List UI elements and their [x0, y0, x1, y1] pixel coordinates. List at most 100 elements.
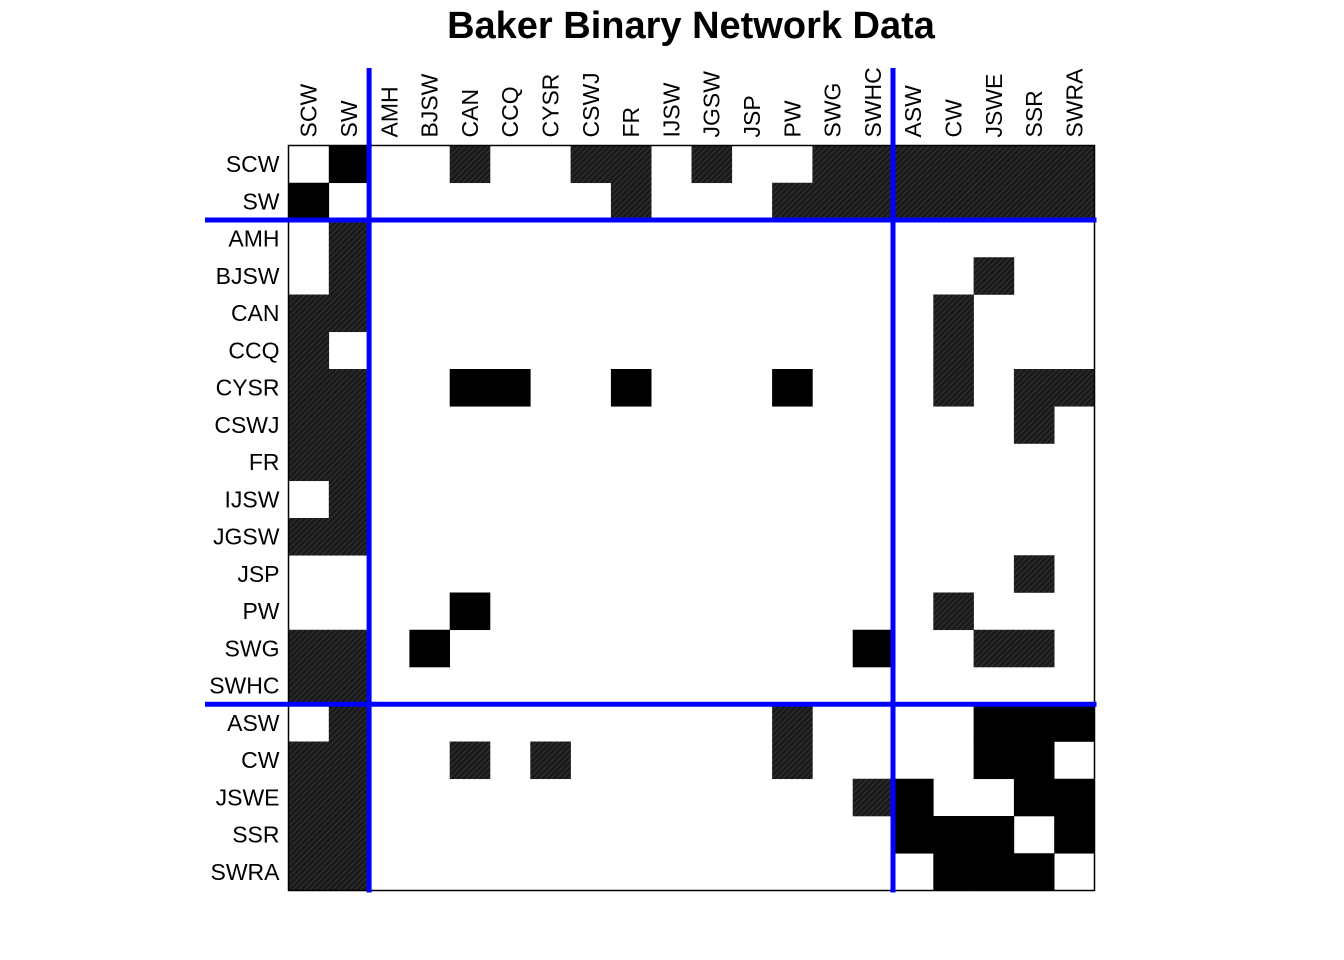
matrix-cell — [610, 369, 652, 407]
row-label: CYSR — [216, 375, 280, 401]
matrix-cell — [812, 182, 853, 221]
matrix-cell — [933, 145, 974, 184]
row-label: FR — [249, 449, 280, 475]
row-label: JGSW — [213, 524, 280, 550]
matrix-cell — [933, 592, 974, 631]
matrix-cell — [288, 406, 330, 444]
matrix-cell — [1013, 704, 1055, 742]
matrix-cell — [852, 629, 894, 668]
matrix-cell — [288, 778, 330, 817]
row-labels: SCW SW AMH BJSW CAN CCQ CYSR CSWJ FR IJSW JGSW JSP P… — [209, 151, 280, 885]
matrix-cell — [288, 816, 330, 854]
matrix-cell — [812, 145, 853, 184]
matrix-cell — [852, 182, 894, 221]
row-label: SW — [242, 188, 279, 214]
matrix-cell — [288, 294, 330, 333]
row-label: CSWJ — [214, 412, 279, 438]
column-labels: SCW SW AMH BJSW CAN CCQ CYSR CSWJ FR IJSW JGSW JSP P… — [296, 67, 1088, 137]
matrix-cell — [449, 145, 491, 184]
matrix-cell — [328, 778, 370, 817]
matrix-cell — [1013, 182, 1055, 221]
matrix-cell — [852, 145, 894, 184]
matrix-cell — [288, 629, 330, 668]
matrix-cell — [610, 145, 652, 184]
matrix-cell — [328, 853, 370, 891]
column-label: JGSW — [699, 71, 725, 138]
matrix-cell — [1013, 741, 1055, 780]
matrix-cell — [328, 816, 370, 854]
matrix-cell — [933, 853, 974, 891]
matrix-cell — [288, 331, 330, 370]
column-label: FR — [618, 107, 644, 138]
row-label: JSWE — [216, 784, 280, 810]
row-label: PW — [242, 598, 279, 624]
row-label: BJSW — [216, 263, 280, 289]
matrix-cell — [933, 182, 974, 221]
matrix-cell — [893, 145, 934, 184]
matrix-cell — [288, 667, 330, 705]
block-dividers — [205, 68, 1097, 893]
column-label: CYSR — [537, 74, 563, 138]
matrix-cell — [691, 145, 733, 184]
matrix-cell — [328, 667, 370, 705]
matrix-cell — [328, 443, 370, 482]
matrix-cell — [288, 369, 330, 407]
matrix-cell — [1054, 182, 1095, 221]
matrix-cell — [1013, 853, 1055, 891]
column-label: JSP — [739, 95, 765, 137]
matrix-cell — [328, 518, 370, 556]
matrix-cell — [772, 704, 813, 742]
matrix-frame — [287, 144, 1096, 892]
row-label: CW — [241, 747, 280, 773]
matrix-cell — [973, 257, 1015, 295]
row-label: SCW — [226, 151, 280, 177]
column-label: CCQ — [497, 86, 523, 137]
matrix-cell — [893, 816, 934, 854]
column-label: SWG — [820, 83, 846, 138]
matrix-cell — [328, 741, 370, 780]
matrix-cell — [610, 182, 652, 221]
matrix-cell — [288, 182, 330, 221]
matrix-cell — [933, 331, 974, 370]
matrix-cell — [328, 257, 370, 295]
matrix-cell — [893, 182, 934, 221]
matrix-cell — [288, 518, 330, 556]
matrix-cell — [973, 145, 1015, 184]
matrix-cell — [933, 369, 974, 407]
row-label: CCQ — [228, 337, 279, 363]
column-label: BJSW — [417, 73, 443, 137]
row-label: IJSW — [225, 486, 280, 512]
matrix-cell — [893, 778, 934, 817]
matrix-cell — [933, 816, 974, 854]
matrix-cell — [328, 369, 370, 407]
matrix-cell — [1054, 778, 1095, 817]
matrix-cell — [288, 741, 330, 780]
column-label: AMH — [376, 86, 402, 137]
matrix-cell — [973, 853, 1015, 891]
column-label: JSWE — [981, 74, 1007, 138]
matrix-cell — [1013, 406, 1055, 444]
matrix-cell — [1054, 816, 1095, 854]
matrix-cell — [328, 220, 370, 258]
column-label: SCW — [296, 84, 322, 138]
matrix-cell — [1013, 369, 1055, 407]
row-label: CAN — [231, 300, 280, 326]
row-label: AMH — [228, 226, 279, 252]
matrix-cell — [973, 704, 1015, 742]
matrix-cell — [1013, 629, 1055, 668]
matrix-cell — [973, 182, 1015, 221]
row-label: SWRA — [211, 859, 281, 885]
matrix-cells — [288, 145, 1095, 891]
matrix-cell — [409, 629, 450, 668]
matrix-cell — [772, 182, 813, 221]
matrix-cell — [973, 629, 1015, 668]
matrix-cell — [328, 480, 370, 519]
matrix-cell — [1013, 778, 1055, 817]
matrix-cell — [288, 853, 330, 891]
matrix-cell — [328, 145, 370, 184]
column-label: CSWJ — [578, 72, 604, 137]
matrix-cell — [328, 704, 370, 742]
matrix-cell — [530, 741, 571, 780]
matrix-cell — [1013, 145, 1055, 184]
matrix-cell — [1013, 555, 1055, 593]
